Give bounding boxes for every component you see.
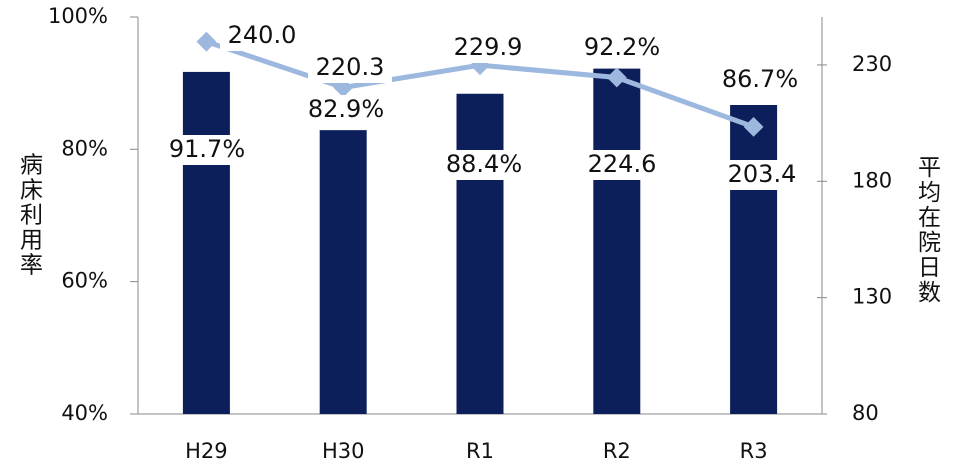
bar-label-bg: [304, 95, 388, 125]
line-label: 229.9: [454, 33, 523, 61]
bar-label-bg: [165, 135, 249, 165]
x-tick-label: R2: [603, 439, 631, 463]
bar: [593, 68, 641, 415]
bar: [182, 71, 230, 414]
line-label: 224.6: [588, 150, 657, 178]
line-label-bg: [720, 160, 804, 190]
y-tick-label: 100%: [48, 4, 108, 28]
bar-label-bg: [718, 65, 802, 95]
line-label-bg: [580, 150, 664, 180]
y2-tick-label: 180: [852, 168, 892, 192]
y-tick-label: 80%: [61, 136, 108, 160]
bar-label: 82.9%: [308, 95, 384, 123]
line-label: 220.3: [316, 53, 385, 81]
y2-axis-title: 平均在院日数: [914, 155, 942, 305]
y2-tick-label: 230: [852, 52, 892, 76]
x-tick-label: H30: [322, 439, 365, 463]
bar-label: 88.4%: [446, 150, 522, 178]
line-label-bg: [220, 21, 304, 51]
y-tick-label: 60%: [61, 269, 108, 293]
y-tick-label: 40%: [61, 401, 108, 425]
bar: [730, 105, 778, 415]
bar-label: 92.2%: [584, 33, 660, 61]
line-label-bg: [446, 33, 530, 63]
bar: [456, 93, 504, 415]
x-tick-label: R3: [740, 439, 768, 463]
line-label: 240.0: [228, 21, 297, 49]
x-tick-label: R1: [466, 439, 494, 463]
x-tick-label: H29: [185, 439, 228, 463]
bar-label: 86.7%: [722, 65, 798, 93]
marker: [196, 31, 217, 52]
bar-label-bg: [580, 33, 664, 63]
line-label: 203.4: [728, 160, 797, 188]
y2-tick-label: 130: [852, 285, 892, 309]
bar-label-bg: [442, 150, 526, 180]
y-axis-title: 病床利用率: [16, 153, 44, 278]
line-label-bg: [308, 53, 392, 83]
bar-label: 91.7%: [169, 135, 245, 163]
bar: [319, 130, 367, 414]
y2-tick-label: 80: [852, 401, 879, 425]
